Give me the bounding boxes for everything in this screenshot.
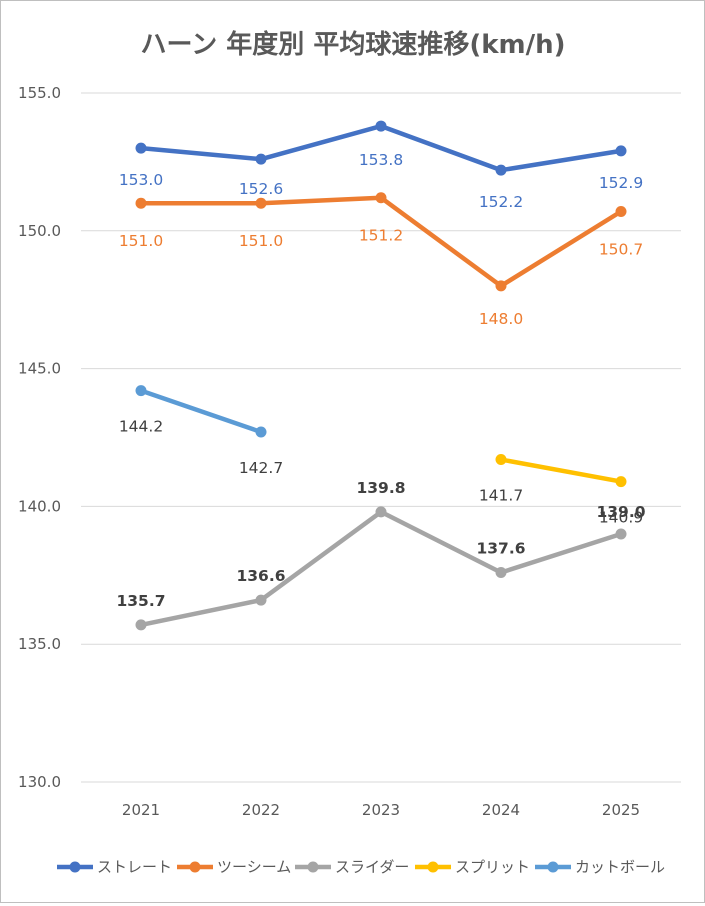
y-tick-label: 150.0: [18, 222, 61, 240]
data-label: 139.0: [596, 503, 645, 521]
data-point: [375, 192, 387, 204]
series-4: [495, 454, 627, 488]
data-point: [615, 476, 627, 488]
data-label: 137.6: [476, 540, 525, 558]
data-point: [495, 164, 507, 176]
series-1: [135, 120, 627, 176]
chart-title: ハーン 年度別 平均球速推移(km/h): [141, 29, 566, 60]
series-line: [138, 509, 624, 628]
y-tick-label: 135.0: [18, 635, 61, 653]
x-tick-label: 2024: [482, 801, 520, 819]
legend-label: ストレート: [97, 858, 172, 876]
legend-item: ストレート: [57, 858, 172, 876]
data-point: [495, 567, 507, 579]
data-point: [255, 153, 267, 165]
legend-item: ツーシーム: [177, 858, 291, 876]
series-lines: [135, 120, 627, 631]
legend-marker: [307, 861, 319, 873]
data-point: [375, 506, 387, 518]
data-point: [135, 619, 147, 631]
x-tick-label: 2022: [242, 801, 280, 819]
data-point: [135, 142, 147, 154]
data-point: [615, 206, 627, 218]
y-axis-ticks: 130.0 135.0 140.0 145.0 150.0 155.0: [18, 84, 61, 791]
data-label: 153.0: [119, 171, 163, 189]
series-line: [138, 388, 264, 435]
data-label: 140.9: [599, 509, 643, 527]
data-point: [255, 197, 267, 209]
y-tick-label: 145.0: [18, 360, 61, 378]
x-tick-label: 2023: [362, 801, 400, 819]
legend-item: スライダー: [295, 858, 409, 876]
legend-label: スプリット: [455, 858, 530, 876]
data-label: 144.2: [119, 418, 163, 436]
data-label: 153.8: [359, 151, 403, 169]
data-point: [615, 528, 627, 540]
data-point: [255, 594, 267, 606]
gridlines: [81, 92, 681, 783]
y-tick-label: 130.0: [18, 773, 61, 791]
data-label: 142.7: [239, 459, 283, 477]
data-point: [495, 280, 507, 292]
legend-label: スライダー: [335, 858, 409, 876]
data-label: 152.2: [479, 193, 523, 211]
legend-label: カットボール: [575, 858, 665, 876]
data-label: 152.6: [239, 180, 283, 198]
data-point: [135, 197, 147, 209]
legend: ストレート ツーシーム スライダー スプリット カットボール: [57, 858, 665, 876]
series-2: [135, 192, 627, 292]
data-label: 151.0: [119, 232, 163, 250]
data-label: 135.7: [116, 592, 165, 610]
legend-marker: [427, 861, 439, 873]
legend-marker: [69, 861, 81, 873]
data-point: [495, 454, 507, 466]
data-label: 139.8: [356, 479, 405, 497]
y-tick-label: 155.0: [18, 84, 61, 102]
data-point: [255, 426, 267, 438]
data-point: [375, 120, 387, 132]
data-label: 148.0: [479, 310, 523, 328]
data-label: 150.7: [599, 241, 643, 259]
data-label: 136.6: [236, 567, 285, 585]
data-point: [135, 385, 147, 397]
data-label: 141.7: [479, 487, 523, 505]
legend-item: スプリット: [415, 858, 530, 876]
legend-item: カットボール: [535, 858, 665, 876]
series-3: [135, 506, 627, 631]
data-labels: 153.0 152.6 153.8 152.2 152.9 151.0 151.0 151.2…: [116, 151, 645, 610]
legend-marker: [547, 861, 559, 873]
data-label: 151.0: [239, 232, 283, 250]
legend-marker: [189, 861, 201, 873]
y-tick-label: 140.0: [18, 497, 61, 515]
data-label: 151.2: [359, 227, 403, 245]
series-line: [498, 457, 624, 484]
x-tick-label: 2021: [122, 801, 160, 819]
data-label: 152.9: [599, 174, 643, 192]
data-point: [615, 145, 627, 157]
legend-label: ツーシーム: [217, 858, 291, 876]
x-tick-label: 2025: [602, 801, 640, 819]
series-5: [135, 385, 267, 438]
x-axis-ticks: 2021 2022 2023 2024 2025: [122, 801, 640, 819]
